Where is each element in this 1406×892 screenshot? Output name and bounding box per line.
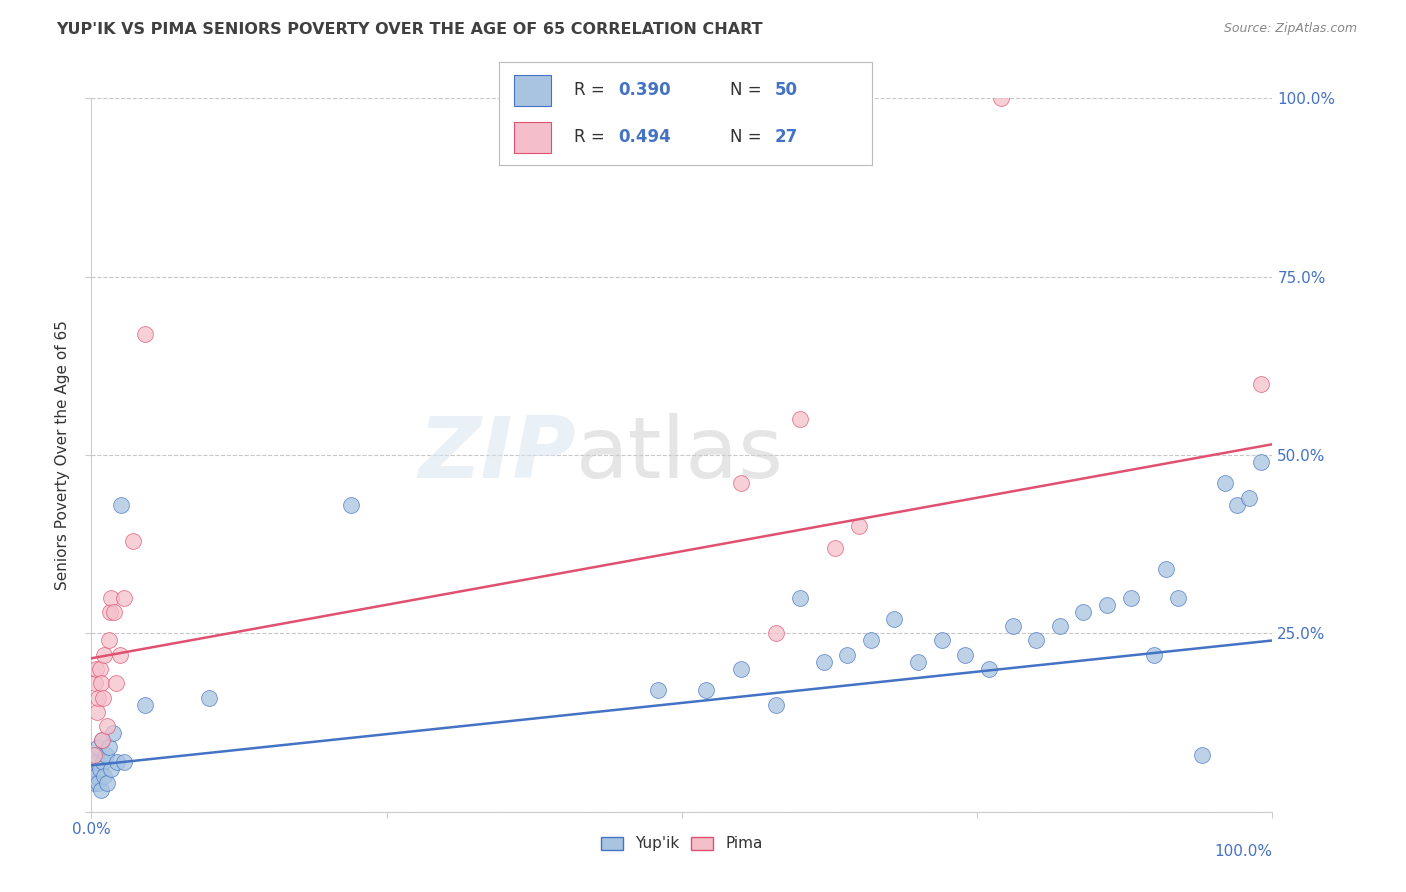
Point [1237, 491, 1260, 505]
Point [977, 662, 1000, 676]
Point [1250, 376, 1272, 391]
Point [730, 476, 752, 491]
Point [859, 633, 882, 648]
Point [84, 676, 107, 690]
Point [105, 676, 128, 690]
Point [990, 91, 1012, 105]
Point [1226, 498, 1249, 512]
Point [100, 762, 122, 776]
Point [87, 776, 110, 790]
Point [83, 776, 105, 790]
Point [91, 690, 114, 705]
Point [114, 755, 136, 769]
Point [1073, 605, 1095, 619]
Point [824, 541, 846, 555]
Point [1143, 648, 1166, 662]
Point [87, 690, 110, 705]
Point [1095, 598, 1118, 612]
Point [90, 783, 112, 797]
Point [121, 533, 143, 548]
Text: YUP'IK VS PIMA SENIORS POVERTY OVER THE AGE OF 65 CORRELATION CHART: YUP'IK VS PIMA SENIORS POVERTY OVER THE … [56, 22, 763, 37]
Point [93, 769, 115, 783]
Point [96, 719, 118, 733]
Point [1250, 455, 1272, 469]
Text: 100.0%: 100.0% [1215, 844, 1272, 859]
Point [91, 733, 114, 747]
Point [789, 591, 811, 605]
Point [84, 769, 107, 783]
Point [1001, 619, 1024, 633]
Point [765, 698, 787, 712]
Point [90, 676, 112, 690]
Point [108, 648, 131, 662]
Point [955, 648, 977, 662]
Point [84, 762, 107, 776]
Point [98, 740, 121, 755]
Point [765, 626, 787, 640]
Text: atlas: atlas [575, 413, 783, 497]
Point [1167, 591, 1189, 605]
Point [89, 662, 111, 676]
Point [91, 733, 114, 747]
Text: 0.390: 0.390 [619, 81, 671, 99]
Point [94, 747, 117, 762]
Point [114, 591, 136, 605]
Point [93, 648, 115, 662]
Point [83, 747, 105, 762]
Text: R =: R = [574, 81, 610, 99]
Point [98, 633, 121, 648]
Point [837, 648, 859, 662]
Point [1119, 591, 1142, 605]
Text: N =: N = [730, 81, 768, 99]
Point [1154, 562, 1177, 576]
FancyBboxPatch shape [515, 75, 551, 105]
Text: N =: N = [730, 128, 768, 146]
Point [84, 747, 107, 762]
Point [105, 755, 128, 769]
Point [340, 498, 363, 512]
Point [1213, 476, 1236, 491]
Point [86, 705, 108, 719]
Point [695, 683, 717, 698]
Point [96, 776, 118, 790]
Text: 27: 27 [775, 128, 799, 146]
Point [907, 655, 929, 669]
Point [789, 412, 811, 426]
Point [198, 690, 221, 705]
Point [1049, 619, 1071, 633]
Y-axis label: Seniors Poverty Over the Age of 65: Seniors Poverty Over the Age of 65 [55, 320, 70, 590]
Text: 0.494: 0.494 [619, 128, 671, 146]
Text: 50: 50 [775, 81, 797, 99]
Point [134, 698, 156, 712]
Point [931, 633, 953, 648]
Point [91, 755, 114, 769]
Legend: Yup'ik, Pima: Yup'ik, Pima [595, 830, 769, 857]
Point [100, 591, 122, 605]
Point [84, 662, 107, 676]
Point [89, 762, 111, 776]
Text: Source: ZipAtlas.com: Source: ZipAtlas.com [1223, 22, 1357, 36]
Point [813, 655, 835, 669]
Point [848, 519, 870, 533]
Point [87, 740, 110, 755]
Point [110, 498, 132, 512]
Point [86, 755, 108, 769]
Point [730, 662, 752, 676]
FancyBboxPatch shape [515, 122, 551, 153]
Point [883, 612, 905, 626]
Point [98, 605, 121, 619]
Point [134, 326, 156, 341]
Point [647, 683, 669, 698]
Text: ZIP: ZIP [418, 413, 575, 497]
Point [1025, 633, 1047, 648]
Point [103, 605, 125, 619]
Point [101, 726, 124, 740]
Text: R =: R = [574, 128, 610, 146]
Point [1191, 747, 1213, 762]
